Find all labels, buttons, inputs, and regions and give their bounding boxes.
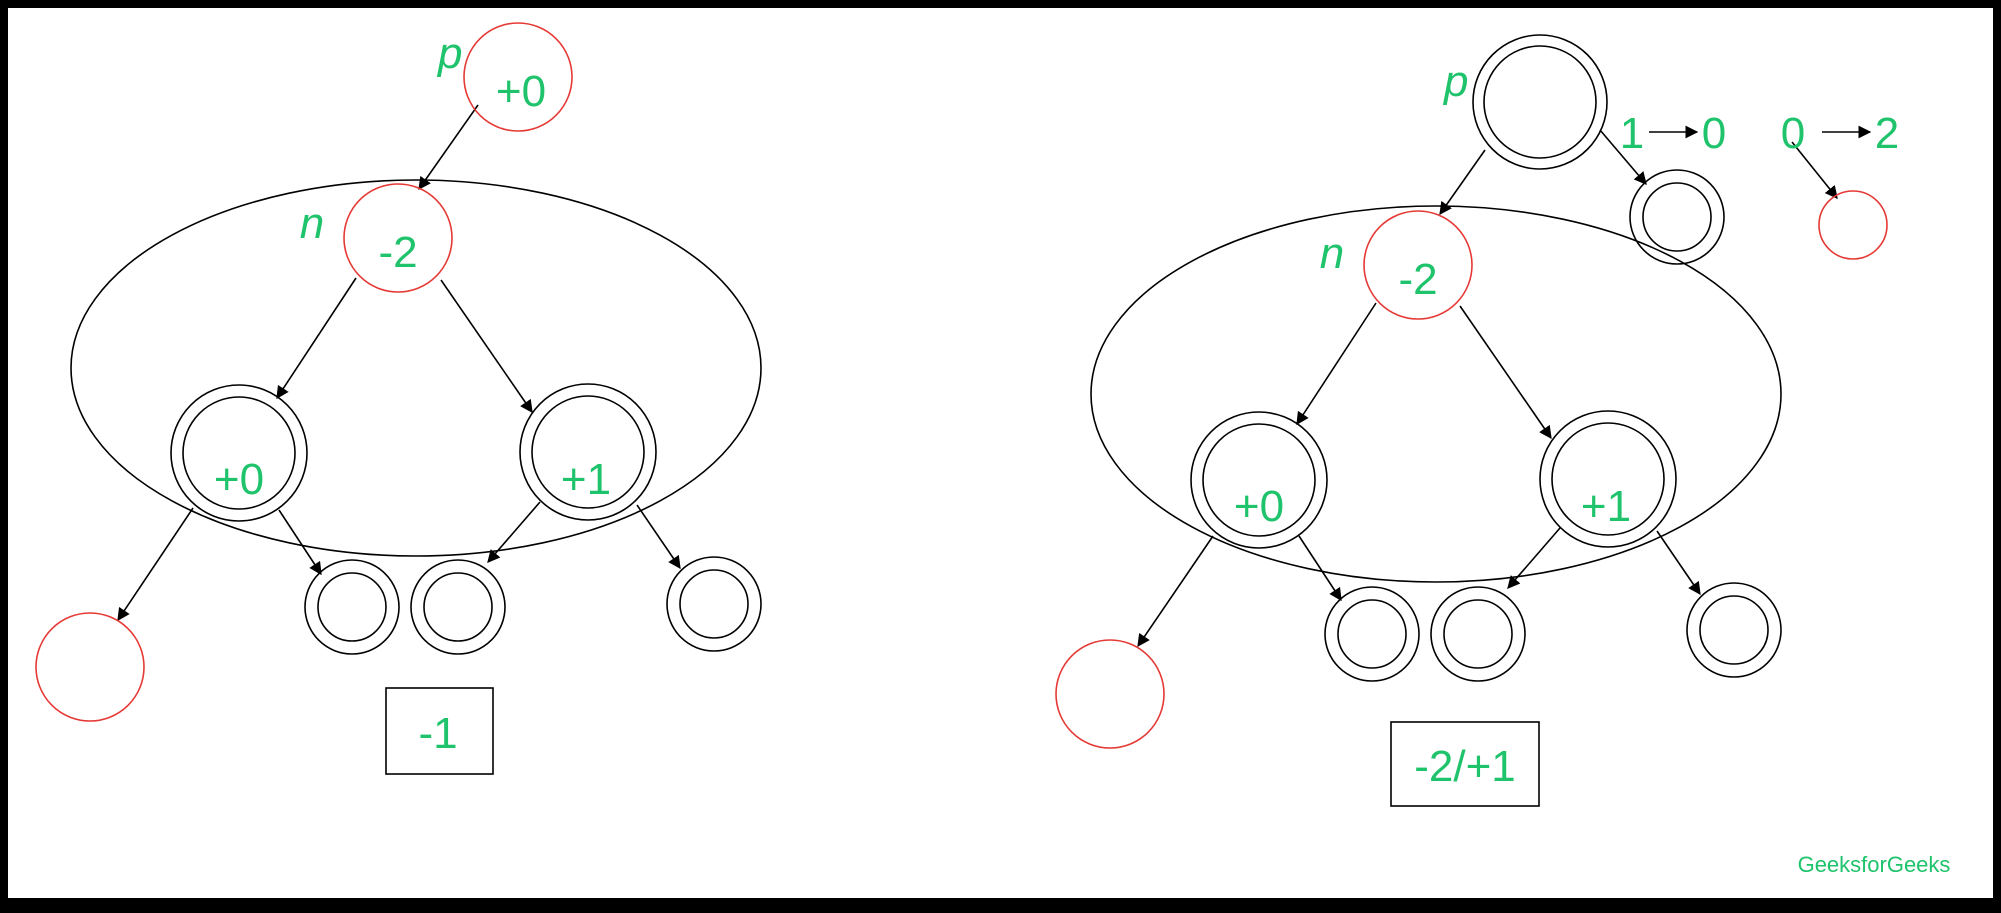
left-node-leftchild-outer bbox=[170, 384, 308, 522]
right-edge-n-leftchild bbox=[1296, 302, 1377, 426]
right-leaf1-outer bbox=[1324, 586, 1420, 682]
right-node-rightchild-inner bbox=[1551, 422, 1665, 536]
watermark: GeeksforGeeks bbox=[1798, 852, 1951, 877]
left-node-rightchild-outer bbox=[519, 383, 657, 521]
right-subtree-ellipse bbox=[1090, 205, 1782, 583]
right-new-red-node bbox=[1818, 190, 1888, 260]
right-leaf2-outer bbox=[1430, 586, 1526, 682]
right-n-value: -2 bbox=[1398, 255, 1437, 304]
right-node-sibling-inner bbox=[1642, 182, 1712, 252]
right-transition1-to: 0 bbox=[1702, 109, 1726, 158]
left-leaf1-inner bbox=[317, 572, 387, 642]
right-diagram: p 1 0 0 2 n -2 +0 +1 bbox=[1055, 34, 1899, 807]
left-node-leftchild-inner bbox=[182, 396, 296, 510]
right-leaf3-inner bbox=[1699, 595, 1769, 665]
left-box-value: -1 bbox=[418, 709, 457, 758]
left-node-rightchild-inner bbox=[531, 395, 645, 509]
right-edge-p-n bbox=[1439, 149, 1486, 216]
left-rightchild-value: +1 bbox=[561, 455, 611, 504]
right-node-leftchild-inner bbox=[1202, 423, 1316, 537]
left-n-value: -2 bbox=[378, 228, 417, 277]
right-node-p-outer bbox=[1472, 34, 1608, 170]
background-panel bbox=[8, 8, 1993, 898]
left-diagram: p +0 n -2 +0 +1 -1 bbox=[35, 22, 762, 775]
right-node-rightchild-outer bbox=[1539, 410, 1677, 548]
right-node-sibling-outer bbox=[1629, 169, 1725, 265]
right-box-value: -2/+1 bbox=[1414, 742, 1516, 791]
left-node-p bbox=[463, 22, 573, 132]
left-node-n bbox=[343, 183, 453, 293]
left-leftchild-value: +0 bbox=[214, 455, 264, 504]
right-p-label: p bbox=[1442, 57, 1468, 106]
right-node-n bbox=[1363, 210, 1473, 320]
right-node-p-inner bbox=[1483, 45, 1597, 159]
left-edge-n-leftchild bbox=[276, 277, 357, 400]
left-leaf3-inner bbox=[679, 569, 749, 639]
right-n-label: n bbox=[1320, 229, 1344, 278]
right-edge-transition-red bbox=[1791, 141, 1838, 199]
left-edge-rightchild-leaf2 bbox=[487, 501, 541, 563]
right-transition1-from: 1 bbox=[1620, 109, 1644, 158]
right-leaf3-outer bbox=[1686, 582, 1782, 678]
left-leaf2-inner bbox=[423, 572, 493, 642]
right-edge-leftchild-leaf1 bbox=[1298, 535, 1342, 602]
right-transition2-from: 0 bbox=[1781, 109, 1805, 158]
right-leaf1-inner bbox=[1337, 599, 1407, 669]
left-edge-leftchild-leaf1 bbox=[278, 509, 322, 576]
right-leftchild-value: +0 bbox=[1234, 482, 1284, 531]
left-red-leaf bbox=[35, 612, 145, 722]
right-red-leaf bbox=[1055, 639, 1165, 749]
right-node-leftchild-outer bbox=[1190, 411, 1328, 549]
right-edge-leftchild-redleaf bbox=[1137, 535, 1214, 648]
left-edge-n-rightchild bbox=[440, 279, 533, 414]
right-edge-n-rightchild bbox=[1459, 305, 1552, 440]
right-leaf2-inner bbox=[1443, 599, 1513, 669]
left-edge-p-n bbox=[418, 104, 479, 191]
left-leaf1-outer bbox=[304, 559, 400, 655]
right-rightchild-value: +1 bbox=[1581, 482, 1631, 531]
left-p-value: +0 bbox=[496, 67, 546, 116]
right-edge-p-sibling bbox=[1599, 129, 1647, 185]
left-leaf2-outer bbox=[410, 559, 506, 655]
right-balance-box bbox=[1390, 721, 1540, 807]
left-balance-box bbox=[385, 687, 494, 775]
left-leaf3-outer bbox=[666, 556, 762, 652]
right-edge-rightchild-leaf2 bbox=[1507, 527, 1561, 589]
left-subtree-ellipse bbox=[70, 179, 762, 557]
right-transition2-to: 2 bbox=[1875, 109, 1899, 158]
right-edge-rightchild-leaf3 bbox=[1656, 530, 1701, 596]
left-edge-leftchild-redleaf bbox=[117, 507, 194, 622]
left-edge-rightchild-leaf3 bbox=[636, 504, 681, 570]
left-p-label: p bbox=[436, 29, 462, 78]
left-n-label: n bbox=[300, 199, 324, 248]
